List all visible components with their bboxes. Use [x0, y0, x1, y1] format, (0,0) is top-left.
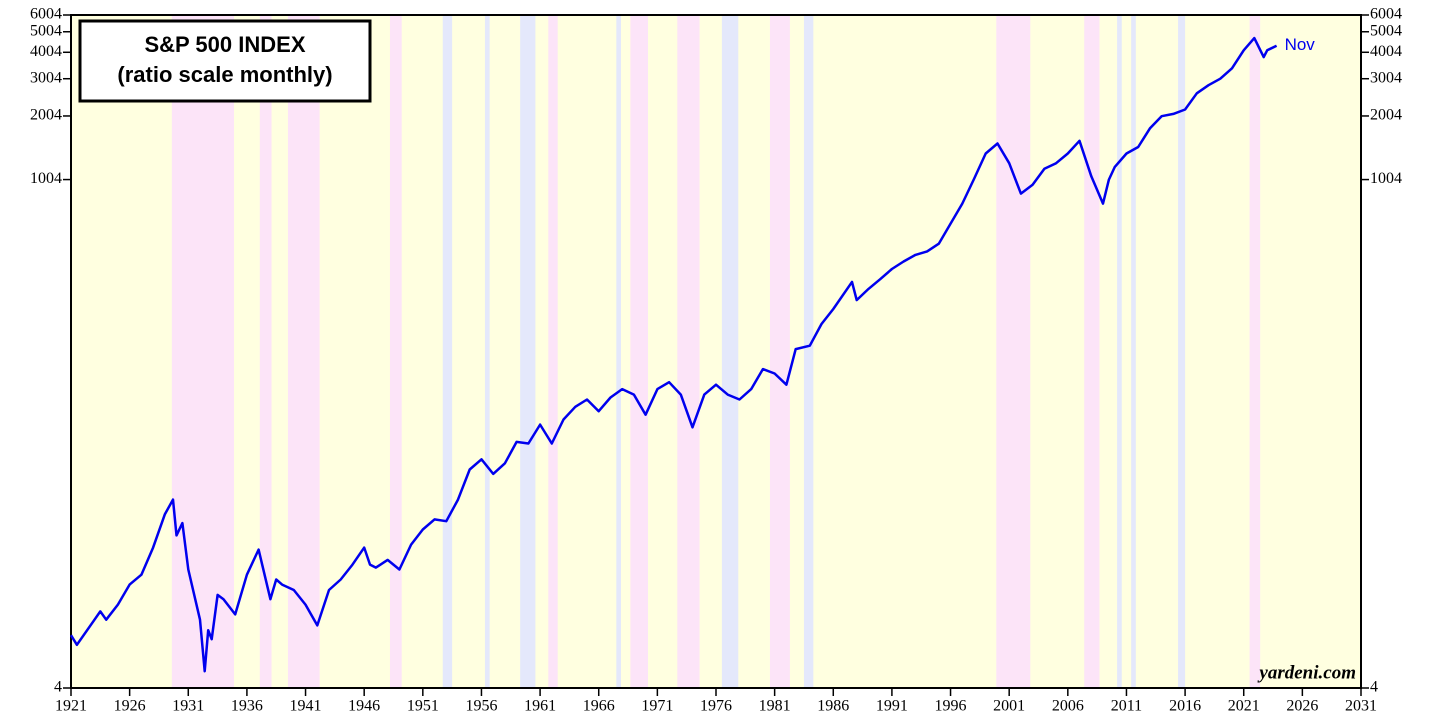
x-tick-label: 1946 — [348, 698, 380, 715]
x-tick-label: 1956 — [465, 698, 497, 715]
x-tick-label: 1971 — [641, 698, 673, 715]
shaded-period — [1249, 15, 1261, 688]
x-tick-label: 1986 — [817, 698, 849, 715]
y-tick-label: 1004 — [1370, 170, 1402, 187]
shaded-period — [442, 15, 453, 688]
bands — [71, 15, 1361, 688]
x-tick-label: 1951 — [407, 698, 439, 715]
y-tick-label: 2004 — [30, 107, 62, 124]
shaded-period — [630, 15, 648, 688]
shaded-period — [548, 15, 558, 688]
shaded-period — [769, 15, 790, 688]
x-tick-label: 1921 — [55, 698, 87, 715]
y-tick-label: 3004 — [30, 69, 62, 86]
y-tick-label: 5004 — [30, 22, 62, 39]
x-tick-label: 1976 — [700, 698, 732, 715]
y-tick-label: 4 — [1370, 679, 1378, 696]
x-tick-label: 1936 — [231, 698, 263, 715]
y-tick-label: 4004 — [30, 43, 62, 60]
y-tick-label: 4 — [54, 679, 62, 696]
x-tick-label: 1931 — [172, 698, 204, 715]
x-tick-label: 2006 — [1052, 698, 1084, 715]
y-tick-label: 5004 — [1370, 22, 1402, 39]
line — [69, 36, 1278, 673]
x-tick-label: 1961 — [524, 698, 556, 715]
y-tick-label: 3004 — [1370, 69, 1402, 86]
x-tick-label: 1966 — [583, 698, 615, 715]
shaded-period — [616, 15, 622, 688]
x-tick-label: 1926 — [114, 698, 146, 715]
x-tick-label: 1941 — [290, 698, 322, 715]
shaded-period — [803, 15, 814, 688]
x-tick-label: 1991 — [876, 698, 908, 715]
shaded-period — [721, 15, 739, 688]
shaded-period — [1084, 15, 1100, 688]
x-tick-label: 2016 — [1169, 698, 1201, 715]
x-tick-label: 1981 — [759, 698, 791, 715]
shaded-period — [171, 15, 235, 688]
shaded-period — [259, 15, 272, 688]
title-box — [78, 19, 372, 103]
x-tick-label: 1996 — [935, 698, 967, 715]
y-tick-label: 6004 — [30, 6, 62, 23]
x-tick-label: 2026 — [1286, 698, 1318, 715]
shaded-period — [520, 15, 536, 688]
shaded-period — [1117, 15, 1122, 688]
chart-title: S&P 500 INDEX — [144, 32, 305, 57]
shaded-period — [996, 15, 1031, 688]
y-tick-label: 1004 — [30, 170, 62, 187]
x-tick-label: 2011 — [1111, 698, 1142, 715]
axes: 4 4 1004 1004 2004 2004 3004 3004 4004 4004 5004 50… — [30, 6, 1402, 715]
x-tick-label: 2031 — [1345, 698, 1377, 715]
shaded-period — [389, 15, 402, 688]
x-tick-label: 2001 — [993, 698, 1025, 715]
y-tick-label: 4004 — [1370, 43, 1402, 60]
annotation: Nov — [1285, 35, 1316, 54]
shaded-period — [1131, 15, 1136, 688]
x-tick-label: 2021 — [1228, 698, 1260, 715]
source: yardeni.com — [1257, 662, 1356, 683]
shaded-period — [1178, 15, 1186, 688]
chart-subtitle: (ratio scale monthly) — [117, 62, 332, 87]
shaded-period — [484, 15, 490, 688]
shaded-period — [677, 15, 700, 688]
y-tick-label: 6004 — [1370, 6, 1402, 23]
y-tick-label: 2004 — [1370, 107, 1402, 124]
plot-background — [71, 15, 1361, 688]
shaded-period — [287, 15, 320, 688]
